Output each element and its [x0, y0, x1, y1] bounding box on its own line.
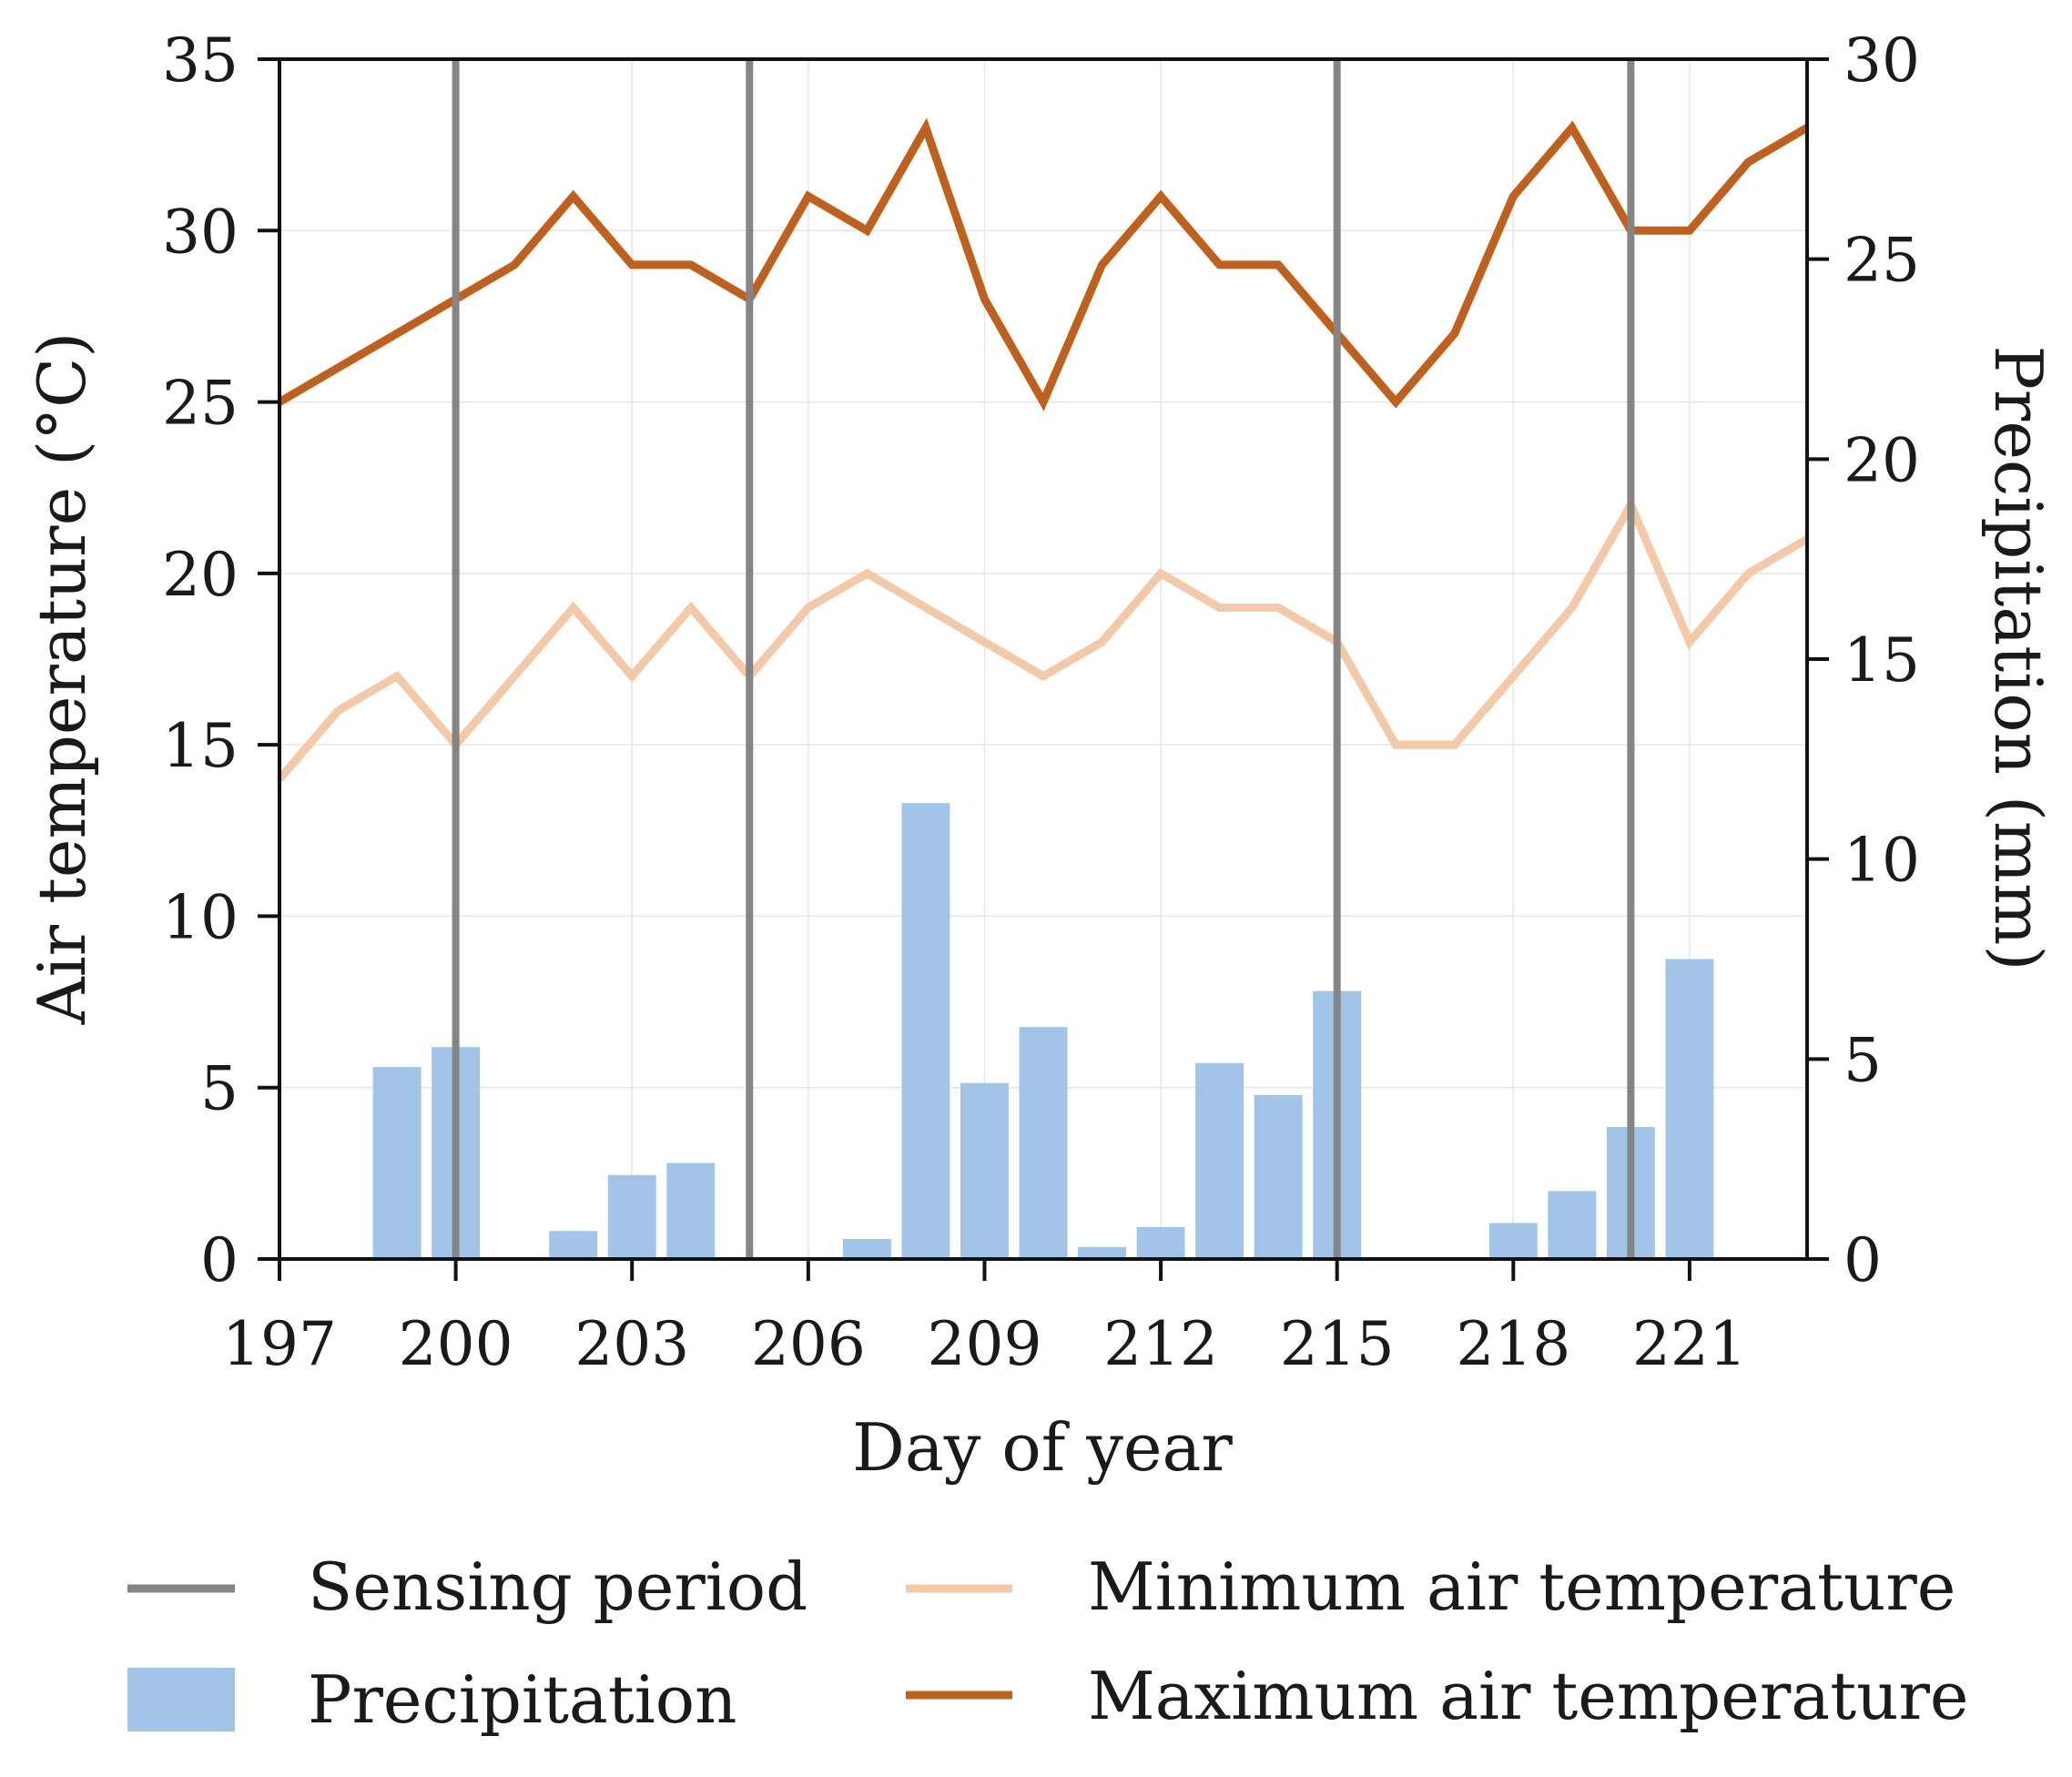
precipitation-bar-day-208 — [901, 803, 950, 1259]
y-left-tick-label-25: 25 — [162, 369, 239, 439]
legend-label-sensing-period: Sensing period — [308, 1549, 807, 1625]
precipitation-bar-day-199 — [372, 1067, 422, 1259]
y-left-tick-label-10: 10 — [162, 882, 239, 952]
y-left-tick-label-0: 0 — [200, 1225, 239, 1295]
tick-labels: 197 200 203 206 209 212 215 218 2210510152025303… — [162, 25, 1920, 1379]
legend-swatch-precipitation — [127, 1668, 235, 1731]
x-tick-label-197: 197 — [222, 1309, 337, 1379]
sensing-period-lines — [452, 59, 1635, 1259]
y-left-tick-label-35: 35 — [162, 25, 239, 96]
y-right-tick-label-30: 30 — [1843, 25, 1920, 96]
precipitation-bar-day-214 — [1254, 1094, 1303, 1259]
x-axis-label: Day of year — [852, 1409, 1233, 1486]
legend-label-minimum-air-temperature: Minimum air temperature — [1088, 1549, 1955, 1625]
precipitation-bar-day-207 — [842, 1239, 891, 1259]
axes — [258, 57, 1829, 1281]
precipitation-bar-day-210 — [1019, 1027, 1068, 1259]
precipitation-bar-day-218 — [1488, 1223, 1538, 1259]
x-tick-label-218: 218 — [1456, 1309, 1570, 1379]
precipitation-bar-day-209 — [960, 1082, 1009, 1259]
minimum-temperature-line — [276, 495, 1810, 782]
x-tick-label-215: 215 — [1280, 1309, 1395, 1379]
legend-label-maximum-air-temperature: Maximum air temperature — [1088, 1658, 1969, 1734]
precipitation-bar-day-202 — [549, 1231, 598, 1259]
x-tick-label-200: 200 — [399, 1309, 513, 1379]
y-right-tick-label-5: 5 — [1843, 1025, 1882, 1095]
precipitation-bar-day-203 — [607, 1174, 656, 1259]
y-right-tick-label-0: 0 — [1843, 1225, 1882, 1295]
y-right-axis-label: Precipitation (mm) — [1980, 345, 2057, 970]
y-left-tick-label-20: 20 — [162, 540, 239, 610]
precipitation-bars — [372, 803, 1714, 1259]
y-right-tick-label-25: 25 — [1843, 226, 1920, 296]
legend-label-precipitation: Precipitation — [308, 1661, 736, 1738]
precipitation-bar-day-219 — [1548, 1191, 1597, 1259]
x-tick-label-221: 221 — [1632, 1309, 1747, 1379]
y-left-tick-label-5: 5 — [200, 1054, 239, 1124]
y-left-tick-label-30: 30 — [162, 197, 239, 267]
y-right-tick-label-15: 15 — [1843, 625, 1920, 696]
x-tick-label-209: 209 — [927, 1309, 1041, 1379]
precipitation-bar-day-212 — [1136, 1226, 1185, 1259]
y-right-tick-label-10: 10 — [1843, 826, 1920, 896]
x-tick-label-212: 212 — [1103, 1309, 1218, 1379]
precipitation-bar-day-221 — [1665, 959, 1714, 1259]
y-left-tick-label-15: 15 — [162, 711, 239, 781]
x-tick-label-203: 203 — [574, 1309, 689, 1379]
precipitation-bar-day-204 — [666, 1163, 716, 1259]
precipitation-bar-day-211 — [1078, 1246, 1126, 1259]
y-left-axis-label: Air temperature (°C) — [24, 332, 100, 1026]
x-tick-label-206: 206 — [751, 1309, 866, 1379]
y-right-tick-label-20: 20 — [1843, 425, 1920, 495]
maximum-temperature-line — [277, 117, 1810, 411]
temperature-lines — [276, 117, 1810, 782]
legend: Sensing period Minimum air temperature P… — [127, 1549, 1969, 1738]
precipitation-bar-day-213 — [1195, 1062, 1244, 1259]
